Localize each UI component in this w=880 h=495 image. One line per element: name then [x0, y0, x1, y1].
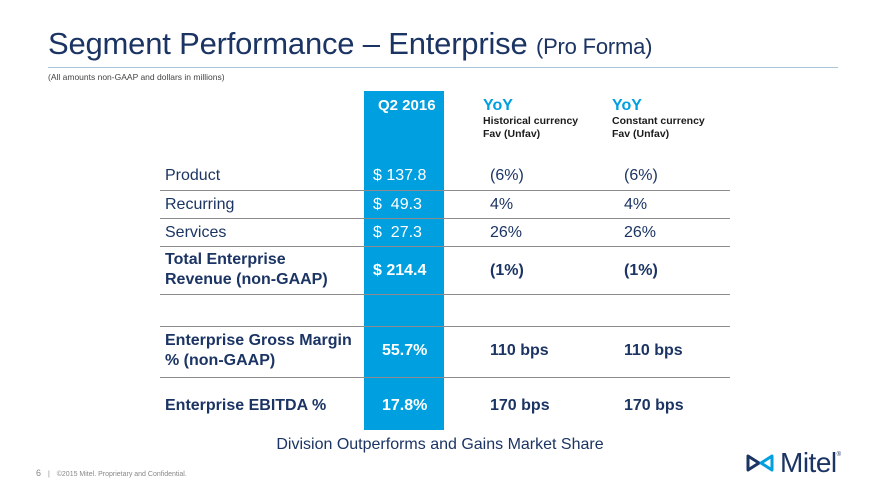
yoy-constant-value: 170 bps	[624, 397, 684, 414]
q2-value: 55.7%	[382, 342, 428, 359]
yoy-historical-value: 26%	[490, 224, 523, 241]
title-main: Segment Performance – Enterprise	[48, 26, 528, 61]
row-divider	[160, 246, 730, 247]
row-label: Recurring	[165, 196, 235, 213]
title-divider	[48, 67, 838, 68]
row-label: Total Enterprise Revenue (non-GAAP)	[165, 250, 328, 290]
row-divider	[160, 218, 730, 219]
footer: 6 | ©2015 Mitel. Proprietary and Confide…	[36, 468, 187, 478]
column-header-q2-2016: Q2 2016	[378, 97, 436, 114]
mitel-bowtie-icon	[746, 454, 774, 472]
q2-value: $ 27.3	[373, 224, 422, 241]
column-header-yoy-historical: YoY Historical currency Fav (Unfav)	[483, 97, 578, 141]
yoy-constant-value: (1%)	[624, 262, 658, 279]
mitel-logo: Mitel ®	[745, 447, 842, 478]
row-divider	[160, 294, 730, 295]
yoy-constant-value: (6%)	[624, 167, 658, 184]
q2-value: $ 49.3	[373, 196, 422, 213]
footer-separator: |	[47, 471, 50, 478]
page-number: 6	[36, 468, 42, 478]
yoy-historical-value: 4%	[490, 196, 514, 213]
page-subtitle: (All amounts non-GAAP and dollars in mil…	[48, 72, 225, 82]
title-suffix: (Pro Forma)	[535, 34, 653, 59]
row-label: Product	[165, 167, 221, 184]
registered-mark: ®	[836, 452, 842, 458]
copyright-text: ©2015 Mitel. Proprietary and Confidentia…	[56, 471, 187, 478]
row-divider	[160, 190, 730, 191]
yoy-historical-value: 110 bps	[490, 342, 549, 359]
yoy-historical-value: (6%)	[490, 167, 524, 184]
yoy-constant-value: 110 bps	[624, 342, 683, 359]
column-header-yoy-constant: YoY Constant currency Fav (Unfav)	[612, 97, 705, 141]
q2-value: $ 137.8	[373, 167, 427, 184]
yoy-sub2: Fav (Unfav)	[612, 128, 670, 140]
row-label-line1: Total Enterprise	[165, 251, 286, 268]
yoy-sub2: Fav (Unfav)	[483, 128, 541, 140]
logo-text: Mitel	[780, 447, 837, 478]
row-label: Enterprise Gross Margin % (non-GAAP)	[165, 331, 352, 371]
q2-value: 17.8%	[382, 397, 428, 414]
row-label-line1: Enterprise Gross Margin	[165, 332, 352, 349]
row-label: Enterprise EBITDA %	[165, 397, 327, 414]
yoy-sub1: Constant currency	[612, 115, 705, 127]
yoy-historical-value: (1%)	[490, 262, 524, 279]
row-label-line2: Revenue (non-GAAP)	[165, 271, 328, 288]
yoy-constant-value: 4%	[624, 196, 648, 213]
yoy-label: YoY	[612, 97, 642, 114]
highlight-column	[364, 91, 444, 430]
yoy-sub1: Historical currency	[483, 115, 579, 127]
callout-text: Division Outperforms and Gains Market Sh…	[276, 436, 604, 453]
yoy-constant-value: 26%	[624, 224, 657, 241]
row-divider	[160, 377, 730, 378]
yoy-label: YoY	[483, 97, 513, 114]
yoy-historical-value: 170 bps	[490, 397, 550, 414]
page-title: Segment Performance – Enterprise (Pro Fo…	[48, 26, 653, 62]
row-label-line2: % (non-GAAP)	[165, 352, 276, 369]
row-label: Services	[165, 224, 227, 241]
row-divider	[160, 326, 730, 327]
q2-value: $ 214.4	[373, 262, 427, 279]
